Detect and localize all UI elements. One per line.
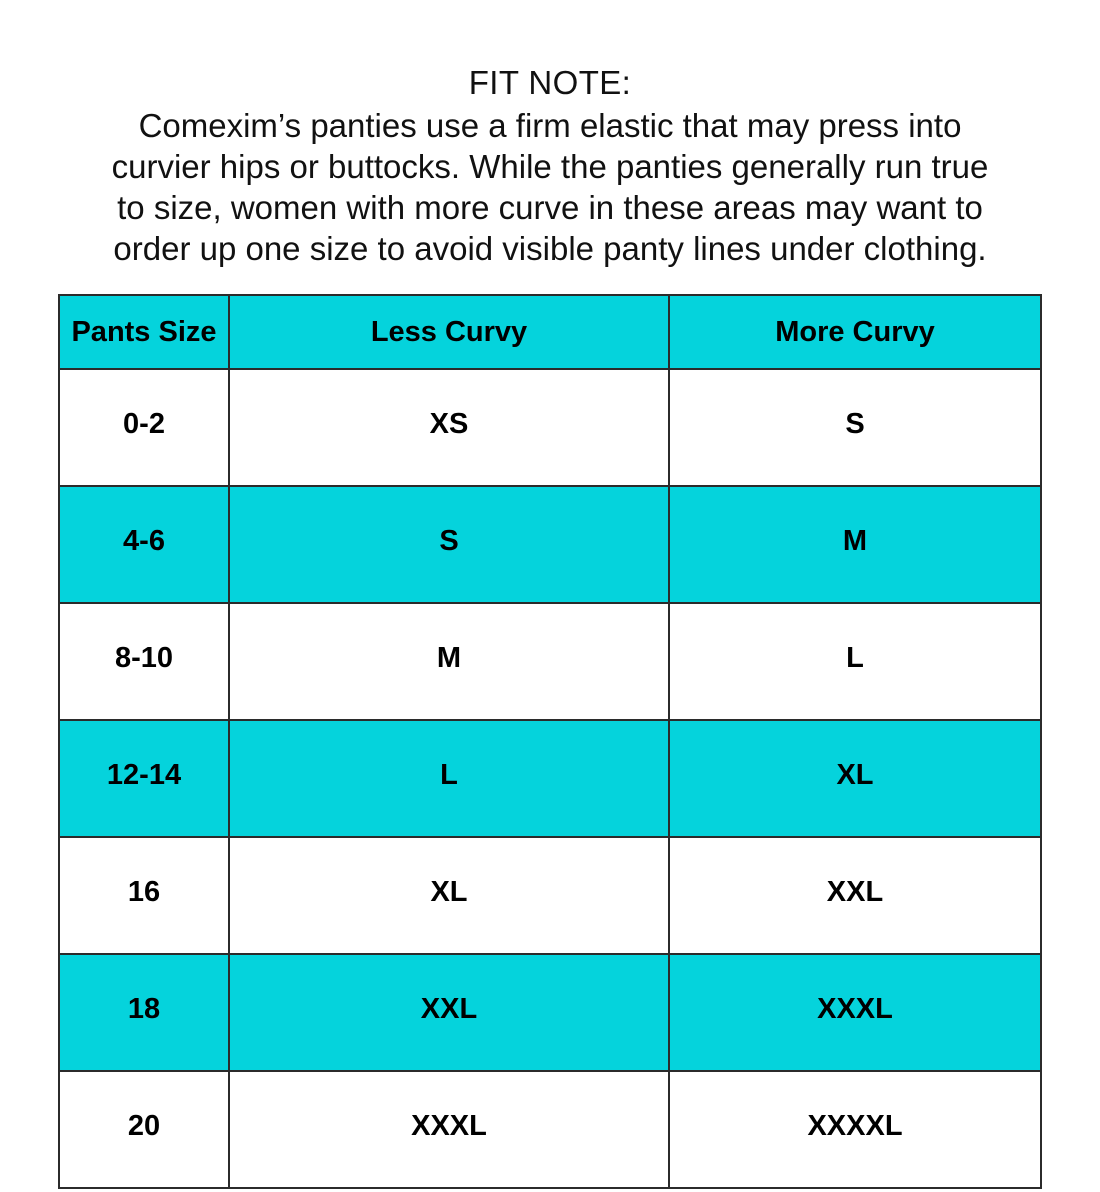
cell-less-curvy: L [228,719,670,838]
table-body: 0-2 XS S 4-6 S M 8-10 M L 12-14 L XL [58,368,1042,1189]
cell-less-curvy: XS [228,368,670,487]
column-header-more-curvy: More Curvy [668,294,1042,370]
size-table-container: Pants Size Less Curvy More Curvy 0-2 XS … [58,294,1042,1189]
table-row: 4-6 S M [58,485,1042,604]
fit-note-line: order up one size to avoid visible panty… [113,230,987,267]
fit-note-body: Comexim’s panties use a firm elastic tha… [0,105,1100,269]
cell-more-curvy: L [668,602,1042,721]
table-header-row: Pants Size Less Curvy More Curvy [58,294,1042,370]
cell-pants-size: 4-6 [58,485,230,604]
table-row: 20 XXXL XXXXL [58,1070,1042,1189]
table-row: 16 XL XXL [58,836,1042,955]
cell-more-curvy: XL [668,719,1042,838]
cell-pants-size: 16 [58,836,230,955]
cell-pants-size: 0-2 [58,368,230,487]
cell-pants-size: 18 [58,953,230,1072]
table-row: 18 XXL XXXL [58,953,1042,1072]
cell-less-curvy: XXL [228,953,670,1072]
cell-less-curvy: XL [228,836,670,955]
cell-pants-size: 8-10 [58,602,230,721]
table-row: 8-10 M L [58,602,1042,721]
table-row: 12-14 L XL [58,719,1042,838]
cell-pants-size: 12-14 [58,719,230,838]
fit-note-title: FIT NOTE: [468,64,632,101]
cell-more-curvy: S [668,368,1042,487]
cell-more-curvy: M [668,485,1042,604]
size-conversion-table: Pants Size Less Curvy More Curvy 0-2 XS … [58,294,1042,1189]
cell-less-curvy: M [228,602,670,721]
column-header-less-curvy: Less Curvy [228,294,670,370]
fit-note-line: to size, women with more curve in these … [117,189,983,226]
cell-pants-size: 20 [58,1070,230,1189]
column-header-pants-size: Pants Size [58,294,230,370]
fit-note-line: curvier hips or buttocks. While the pant… [111,148,989,185]
fit-note-line: Comexim’s panties use a firm elastic tha… [138,107,962,144]
table-header: Pants Size Less Curvy More Curvy [58,294,1042,370]
cell-more-curvy: XXL [668,836,1042,955]
table-row: 0-2 XS S [58,368,1042,487]
cell-less-curvy: XXXL [228,1070,670,1189]
cell-more-curvy: XXXXL [668,1070,1042,1189]
cell-less-curvy: S [228,485,670,604]
fit-note-block: FIT NOTE: Comexim’s panties use a firm e… [0,62,1100,269]
cell-more-curvy: XXXL [668,953,1042,1072]
